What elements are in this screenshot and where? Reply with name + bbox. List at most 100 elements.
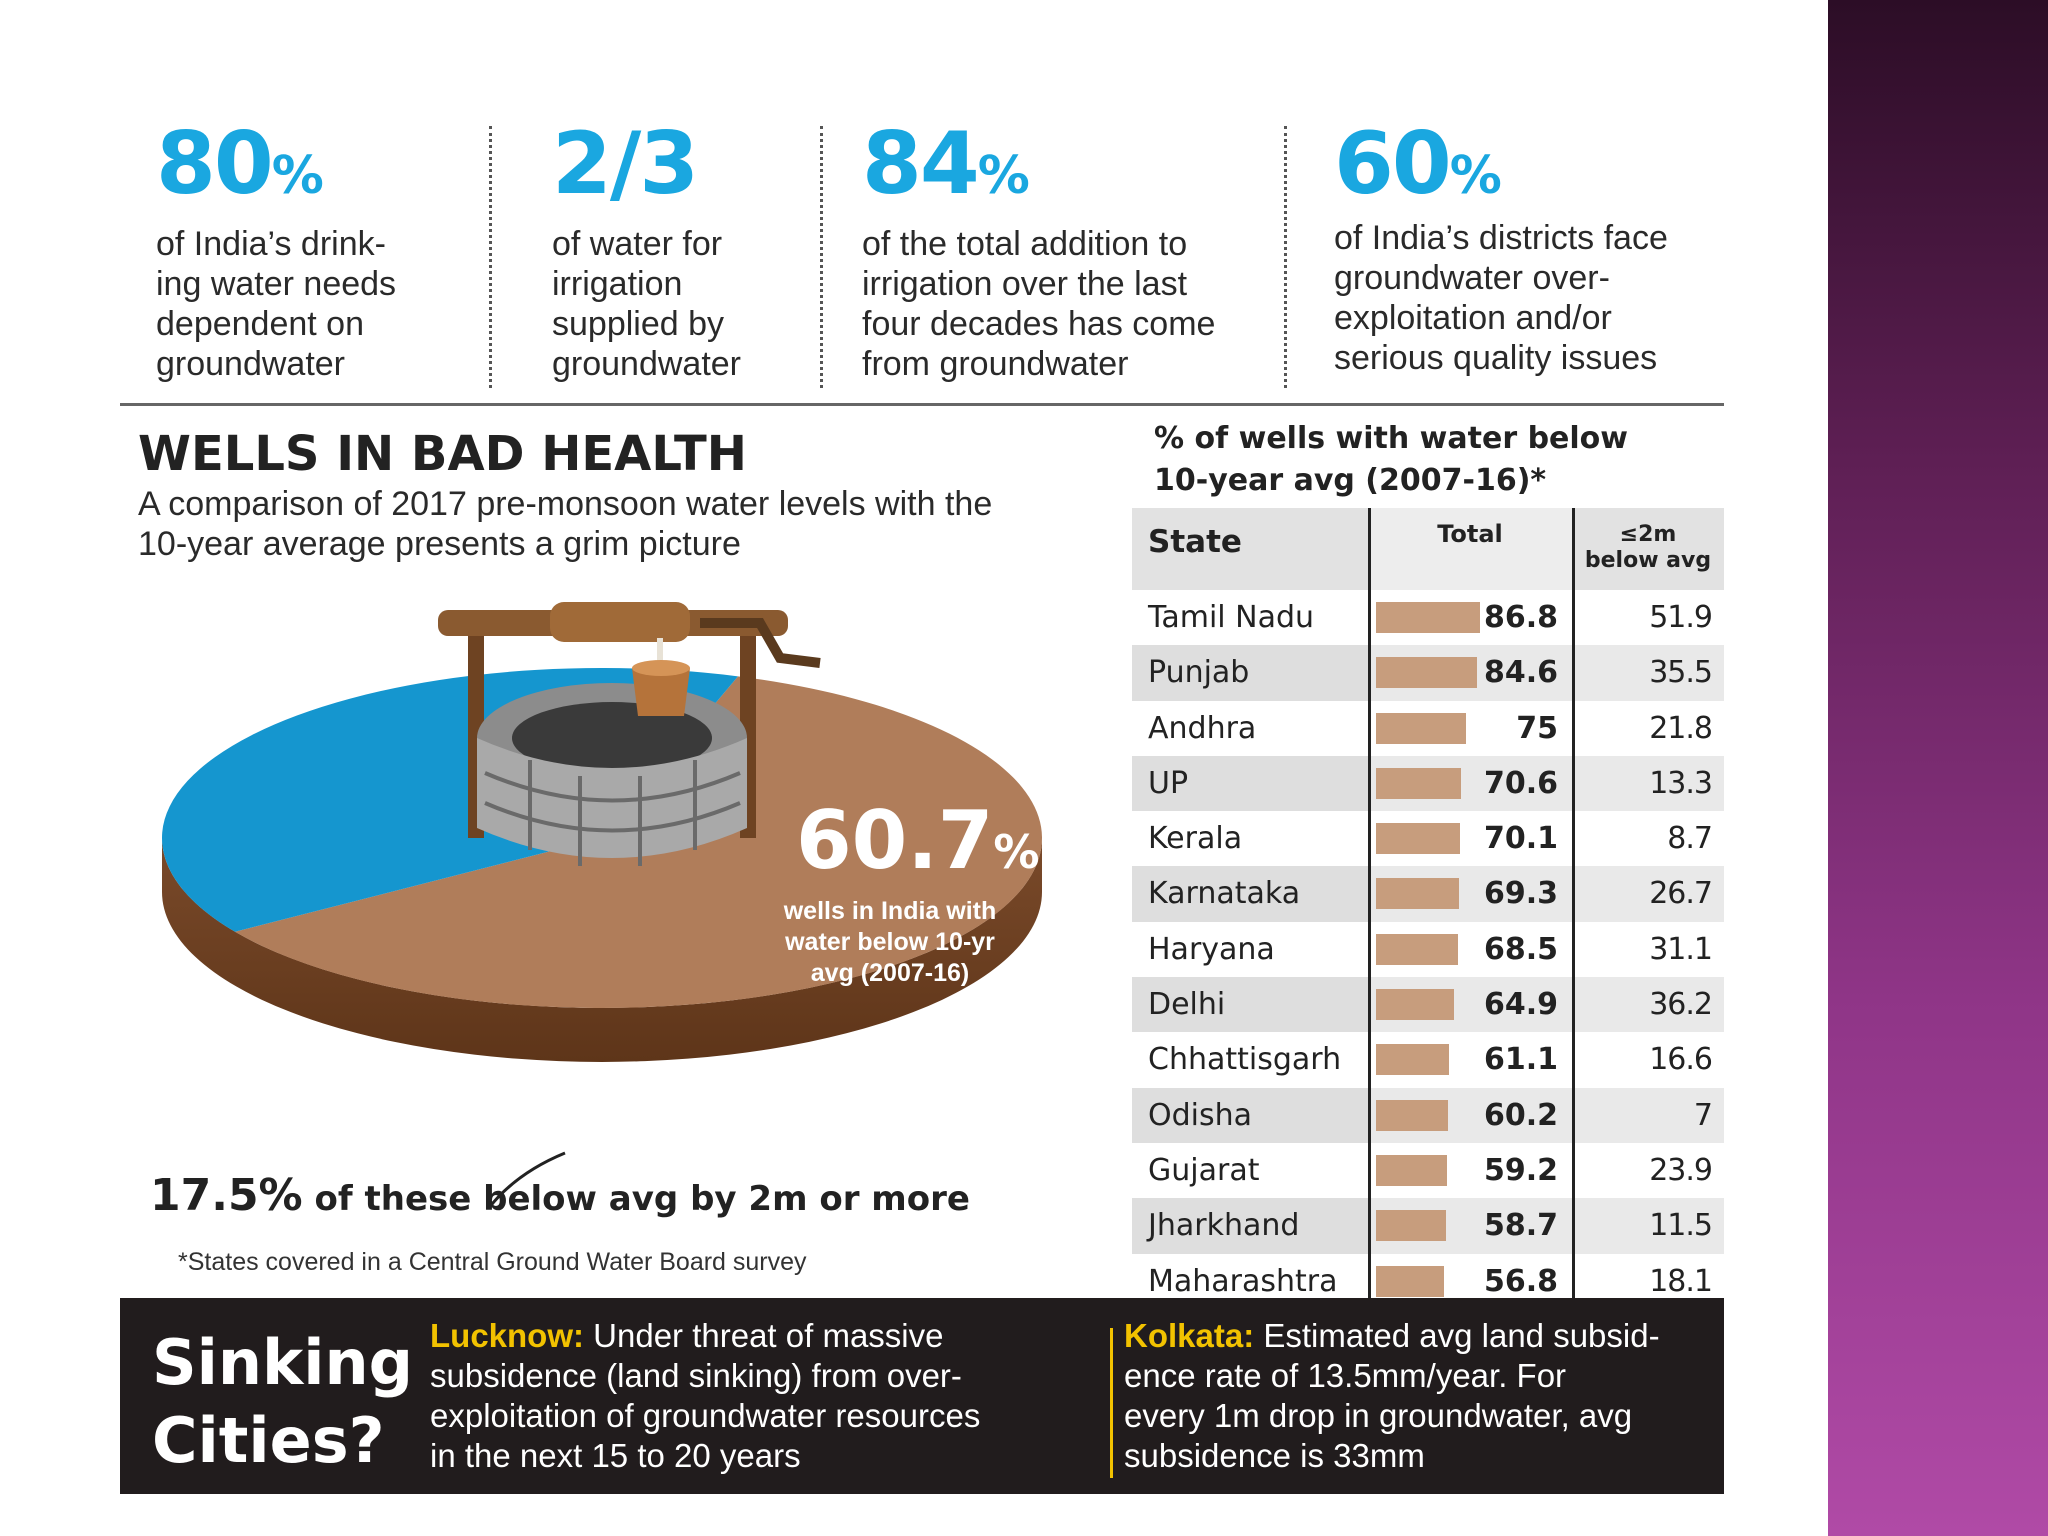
footnote: *States covered in a Central Ground Wate… (178, 1248, 807, 1276)
sinking-title-line: Cities? (152, 1404, 385, 1477)
stat-line: groundwater (156, 345, 346, 383)
table-column-divider (1572, 508, 1575, 1418)
total-bar (1376, 657, 1478, 689)
stat-value: 2/3 (552, 114, 699, 214)
lucknow-line: in the next 15 to 20 years (430, 1437, 801, 1474)
table-row: Karnataka 69.3 26.7 (1132, 866, 1724, 922)
pie-caption-line: avg (2007-16) (810, 959, 970, 987)
col-header-state: State (1132, 508, 1368, 590)
bucket-icon (632, 668, 690, 716)
stat-line: of India’s drink- (156, 225, 386, 263)
state-name: Odisha (1148, 1097, 1253, 1133)
subtitle-line: A comparison of 2017 pre-monsoon water l… (138, 485, 993, 523)
below-2m-value: 13.3 (1649, 765, 1713, 801)
well-roller (550, 602, 690, 642)
pie-rim-shape (162, 838, 1042, 1062)
stat-value: 80 (156, 114, 274, 214)
total-value: 70.6 (1483, 765, 1558, 801)
total-bar (1376, 602, 1480, 633)
col-header-total: Total (1368, 508, 1572, 590)
stat-line: groundwater over- (1334, 259, 1610, 297)
total-bar (1376, 1154, 1447, 1186)
total-bar (1376, 1265, 1445, 1297)
state-name: Karnataka (1148, 876, 1301, 912)
below-2m-value: 11.5 (1649, 1208, 1713, 1244)
lucknow-text: Lucknow: Under threat of massive subside… (430, 1316, 1090, 1476)
section-subtitle: A comparison of 2017 pre-monsoon water l… (138, 484, 1138, 564)
well-opening (512, 702, 712, 774)
state-name: Andhra (1148, 710, 1257, 746)
pie-value: 60.7 (796, 794, 994, 887)
total-value: 84.6 (1483, 655, 1558, 691)
well-wall (477, 738, 747, 858)
table-row: Chhattisgarh 61.1 16.6 (1132, 1032, 1724, 1087)
total-bar (1376, 878, 1460, 910)
stat-line: dependent on (156, 305, 364, 343)
below-2m-value: 23.9 (1649, 1152, 1713, 1188)
lucknow-label: Lucknow: (430, 1317, 584, 1354)
state-table: State Total ≤2m below avg Tamil Nadu 86.8… (1132, 508, 1724, 1309)
stat-districts: 60% of India’s districts face groundwate… (1334, 118, 1724, 388)
lucknow-line: exploitation of groundwater resources (430, 1397, 981, 1434)
stat-line: supplied by (552, 305, 725, 343)
stat-unit: % (1449, 146, 1502, 206)
lucknow-line: Under threat of massive (584, 1317, 944, 1354)
col-header-below: ≤2m below avg (1572, 508, 1724, 590)
total-bar (1376, 1210, 1447, 1242)
stats-row: 80% of India’s drink- ing water needs de… (120, 118, 1724, 408)
table-body: Tamil Nadu 86.8 51.9 Punjab 84.6 35.5 Andhra 75… (1132, 590, 1724, 1309)
stat-divider (489, 126, 492, 388)
sinking-divider (1110, 1328, 1113, 1478)
total-bar (1376, 933, 1459, 965)
stat-line: from groundwater (862, 345, 1129, 383)
state-name: Jharkhand (1148, 1208, 1300, 1244)
table-heading-line: % of wells with water below (1154, 421, 1628, 456)
section-divider (120, 403, 1724, 406)
table-column-divider (1368, 508, 1371, 1418)
table-row: Andhra 75 21.8 (1132, 701, 1724, 756)
state-name: Tamil Nadu (1148, 600, 1315, 635)
table-row: Jharkhand 58.7 11.5 (1132, 1198, 1724, 1254)
total-value: 75 (1516, 710, 1558, 746)
total-bar (1376, 823, 1460, 855)
col-header-below-line: below avg (1584, 548, 1712, 573)
below-2m-value: 36.2 (1649, 987, 1713, 1023)
stat-line: four decades has come (862, 305, 1216, 343)
stat-line: exploitation and/or (1334, 299, 1612, 337)
below-2m-value: 35.5 (1649, 655, 1713, 691)
stat-line: of water for (552, 225, 723, 263)
stat-divider (820, 126, 823, 388)
stat-irrigation-addition: 84% of the total addition to irrigation … (862, 118, 1282, 388)
table-row: Delhi 64.9 36.2 (1132, 977, 1724, 1033)
below-2m-value: 31.1 (1649, 931, 1713, 967)
stat-line: ing water needs (156, 265, 397, 303)
subtitle-line: 10-year average presents a grim picture (138, 525, 741, 563)
table-heading: % of wells with water below 10-year avg … (1154, 418, 1714, 502)
sub-stat-text: of these below avg by 2m or more (302, 1179, 970, 1219)
table-heading-line: 10-year avg (2007-16)* (1154, 463, 1547, 498)
total-bar (1376, 712, 1466, 744)
kolkata-line: ence rate of 13.5mm/year. For (1124, 1357, 1567, 1394)
stat-line: serious quality issues (1334, 339, 1658, 377)
state-name: Haryana (1148, 931, 1275, 967)
state-name: Gujarat (1148, 1152, 1260, 1188)
pie-caption-line: water below 10-yr (785, 928, 995, 956)
state-name: Punjab (1148, 655, 1250, 691)
well-icon (438, 602, 821, 866)
total-value: 61.1 (1483, 1042, 1558, 1078)
kolkata-line: every 1m drop in groundwater, avg (1124, 1397, 1633, 1434)
stat-value: 84 (862, 114, 980, 214)
well-stones (484, 760, 741, 866)
well-crank (700, 618, 821, 668)
table-row: Haryana 68.5 31.1 (1132, 922, 1724, 977)
stat-line: irrigation (552, 265, 683, 303)
state-name: Maharashtra (1148, 1263, 1338, 1299)
kolkata-label: Kolkata: (1124, 1317, 1255, 1354)
infographic: 80% of India’s drink- ing water needs de… (120, 118, 1724, 1498)
total-bar (1376, 1044, 1450, 1076)
stat-drinking-water: 80% of India’s drink- ing water needs de… (156, 118, 456, 388)
below-2m-value: 8.7 (1667, 821, 1713, 857)
total-value: 59.2 (1483, 1152, 1558, 1188)
col-header-below-line: ≤2m (1619, 522, 1677, 547)
decorative-side-panel (1828, 0, 2048, 1536)
